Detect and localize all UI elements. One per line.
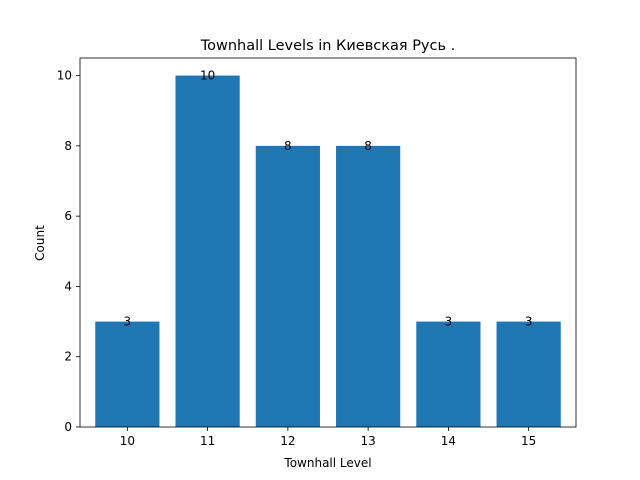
y-tick-label-6: 6 <box>64 209 72 223</box>
bar-13 <box>336 145 401 427</box>
data-label-12: 8 <box>284 139 292 153</box>
bar-14 <box>416 321 481 427</box>
data-label-14: 3 <box>445 315 453 329</box>
x-tick-label-13: 13 <box>360 434 375 448</box>
data-label-13: 8 <box>364 139 372 153</box>
x-tick-label-11: 11 <box>200 434 215 448</box>
y-tick-label-2: 2 <box>64 350 72 364</box>
x-tick-label-10: 10 <box>120 434 135 448</box>
y-tick-label-0: 0 <box>64 420 72 434</box>
bar-15 <box>496 321 561 427</box>
x-tick-label-12: 12 <box>280 434 295 448</box>
axes-frame <box>79 57 577 428</box>
bar-11 <box>175 75 240 428</box>
data-label-15: 3 <box>525 315 533 329</box>
y-axis-label: Count <box>33 225 47 261</box>
plot-area: 3 10 8 8 3 3 10 11 12 13 14 15 0 2 4 6 8 10 <box>57 57 577 448</box>
x-tick-label-14: 14 <box>441 434 456 448</box>
chart-title: Townhall Levels in Киевская Русь . <box>200 38 456 54</box>
x-axis-label: Townhall Level <box>283 456 371 470</box>
y-tick-label-8: 8 <box>64 139 72 153</box>
bar-10 <box>95 321 160 427</box>
y-tick-label-4: 4 <box>64 279 72 293</box>
x-tick-label-15: 15 <box>521 434 536 448</box>
data-label-11: 10 <box>200 69 215 83</box>
y-tick-label-10: 10 <box>57 69 72 83</box>
data-label-10: 3 <box>124 315 132 329</box>
bar-12 <box>255 145 320 427</box>
